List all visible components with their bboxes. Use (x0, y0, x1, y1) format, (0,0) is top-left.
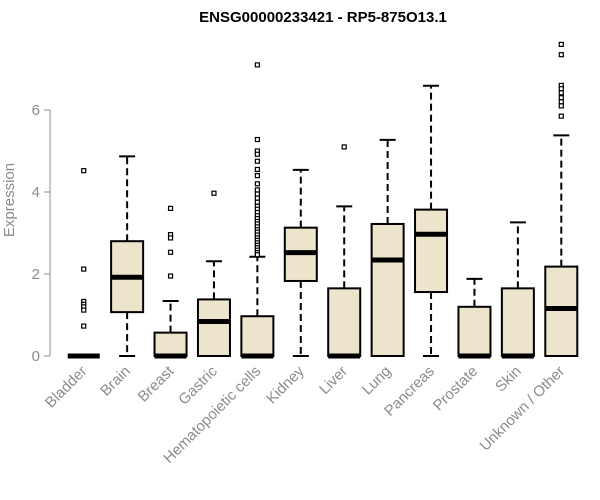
box-iqr (544, 265, 579, 357)
y-tick-label: 4 (32, 184, 40, 201)
box-group (240, 62, 275, 359)
x-tick-label: Brain (97, 363, 134, 400)
box-iqr (196, 298, 231, 358)
outlier-point (254, 158, 260, 164)
box-group (500, 221, 535, 359)
outlier-point (254, 151, 260, 157)
box-group (414, 84, 449, 357)
outlier-point (254, 173, 260, 179)
box-iqr (500, 287, 535, 358)
box-group (196, 190, 231, 358)
outlier-point (558, 52, 564, 58)
box-iqr (153, 331, 188, 358)
x-tick-label: Prostate (430, 363, 482, 415)
x-tick-label: Liver (316, 363, 351, 398)
outlier-point (558, 86, 564, 92)
outlier-point (254, 166, 260, 173)
y-axis: 0 2 4 6 (32, 102, 51, 365)
outlier-point (254, 195, 260, 201)
outlier-point (254, 199, 260, 205)
x-tick-label: Kidney (263, 362, 308, 407)
box-group (283, 168, 318, 357)
outlier-point (558, 95, 564, 101)
outlier-point (167, 249, 174, 255)
box-iqr (240, 315, 275, 358)
y-tick-label: 2 (32, 266, 40, 283)
x-tick-label: Skin (492, 363, 525, 396)
outlier-point (558, 41, 564, 48)
chart-title: ENSG00000233421 - RP5-875O13.1 (199, 9, 447, 26)
box-iqr (457, 305, 492, 357)
outlier-point (254, 62, 260, 68)
box-group (544, 41, 579, 357)
outlier-point (254, 187, 260, 193)
box-group (110, 155, 145, 357)
outlier-point (341, 144, 347, 150)
box-iqr (327, 287, 362, 358)
y-axis-label: Expression (1, 163, 18, 237)
x-tick-label: Breast (135, 362, 178, 405)
outlier-point (254, 191, 260, 197)
outlier-point (81, 168, 87, 174)
box-group (153, 205, 188, 359)
box-group (370, 138, 405, 357)
outlier-point (558, 90, 564, 96)
outlier-point (167, 273, 174, 279)
outlier-point (81, 307, 87, 313)
x-tick-label: Bladder (42, 363, 91, 412)
box-series (67, 41, 579, 359)
outlier-point (81, 266, 87, 272)
outlier-point (167, 205, 174, 211)
outlier-point (211, 190, 217, 196)
box-group (457, 277, 492, 359)
box-iqr (370, 222, 405, 357)
outlier-point (167, 235, 174, 241)
outlier-point (81, 323, 87, 329)
y-tick-label: 0 (32, 348, 40, 365)
box-iqr (414, 208, 449, 294)
box-group (327, 144, 362, 359)
outlier-point (558, 103, 564, 109)
outlier-point (558, 113, 564, 119)
outlier-point (254, 181, 260, 187)
outlier-point (254, 252, 260, 258)
outlier-point (558, 99, 564, 105)
outlier-point (254, 136, 260, 143)
y-tick-label: 6 (32, 102, 40, 119)
box-group (67, 168, 100, 359)
x-tick-label: Lung (359, 363, 395, 399)
